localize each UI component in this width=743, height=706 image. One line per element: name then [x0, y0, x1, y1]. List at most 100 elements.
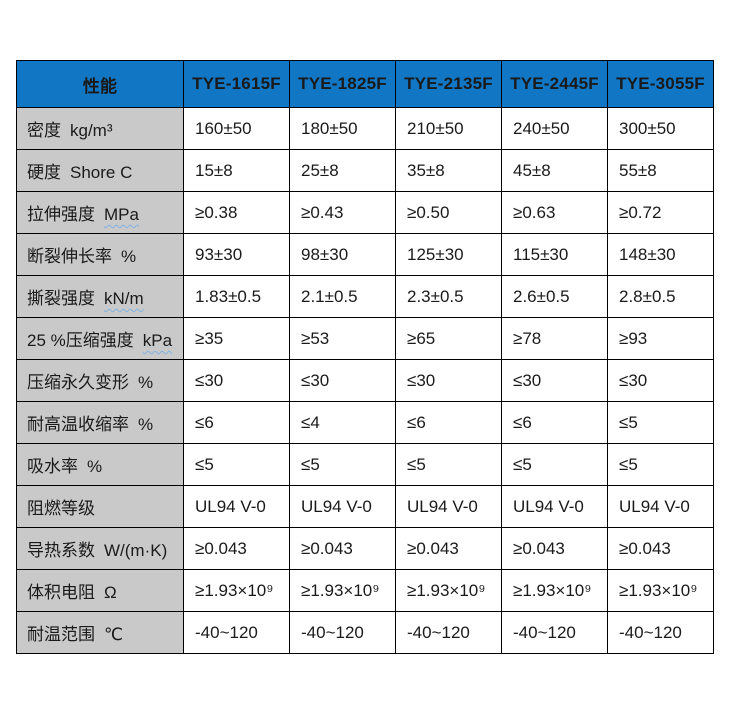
row-label: 阻燃等级: [27, 499, 95, 518]
value-cell: ≥78: [501, 317, 608, 360]
row-unit: kN/m: [104, 289, 144, 308]
value-cell: 2.3±0.5: [395, 275, 502, 318]
value-cell: 98±30: [289, 233, 396, 276]
row-label-cell: 拉伸强度 MPa: [16, 191, 184, 234]
value-cell: 35±8: [395, 149, 502, 192]
row-label-cell: 硬度 Shore C: [16, 149, 184, 192]
spec-table-header: 性能 TYE-1615F TYE-1825F TYE-2135F TYE-2445F T…: [16, 60, 714, 108]
table-row: 阻燃等级 UL94 V-0 UL94 V-0 UL94 V-0 UL94 V-0 UL9…: [16, 485, 714, 528]
row-unit: %: [138, 415, 154, 434]
value-cell: ≥0.043: [395, 527, 502, 570]
value-cell: 210±50: [395, 107, 502, 150]
row-unit: %: [138, 373, 154, 392]
value-cell: ≥0.043: [501, 527, 608, 570]
row-label: 压缩永久变形: [27, 373, 129, 392]
value-cell: 45±8: [501, 149, 608, 192]
value-cell: ≥0.63: [501, 191, 608, 234]
value-cell: 2.8±0.5: [607, 275, 714, 318]
row-label-cell: 25 %压缩强度 kPa: [16, 317, 184, 360]
value-cell: ≤5: [607, 401, 714, 444]
table-row: 撕裂强度 kN/m 1.83±0.5 2.1±0.5 2.3±0.5 2.6±0.5 2.…: [16, 275, 714, 318]
value-cell: ≥0.72: [607, 191, 714, 234]
value-cell: ≥1.93×10⁹: [501, 569, 608, 612]
value-cell: ≥0.043: [607, 527, 714, 570]
column-header-tye-3055f: TYE-3055F: [607, 60, 714, 108]
value-cell: 180±50: [289, 107, 396, 150]
row-label-cell: 断裂伸长率%: [16, 233, 184, 276]
value-cell: 125±30: [395, 233, 502, 276]
column-header-tye-2445f: TYE-2445F: [501, 60, 608, 108]
row-label-cell: 吸水率%: [16, 443, 184, 486]
row-label: 撕裂强度: [27, 289, 95, 308]
row-unit: kPa: [142, 331, 173, 350]
value-cell: ≥0.043: [183, 527, 290, 570]
value-cell: UL94 V-0: [607, 485, 714, 528]
column-header-tye-1615f: TYE-1615F: [183, 60, 290, 108]
property-header-cell: 性能: [16, 60, 184, 108]
table-row: 断裂伸长率% 93±30 98±30 125±30 115±30 148±30: [16, 233, 714, 276]
value-cell: ≤30: [501, 359, 608, 402]
value-cell: 55±8: [607, 149, 714, 192]
value-cell: ≥1.93×10⁹: [289, 569, 396, 612]
row-label-cell: 撕裂强度 kN/m: [16, 275, 184, 318]
value-cell: ≤30: [607, 359, 714, 402]
table-row: 密度 kg/m³ 160±50 180±50 210±50 240±50 300±50: [16, 107, 714, 150]
value-cell: ≤5: [607, 443, 714, 486]
row-unit: Ω: [104, 583, 117, 602]
row-label: 断裂伸长率: [27, 247, 112, 266]
row-label-cell: 密度 kg/m³: [16, 107, 184, 150]
table-row: 拉伸强度 MPa ≥0.38 ≥0.43 ≥0.50 ≥0.63 ≥0.72: [16, 191, 714, 234]
value-cell: ≤6: [501, 401, 608, 444]
row-label: 25 %压缩强度: [27, 331, 134, 350]
table-row: 耐温范围 ℃ -40~120 -40~120 -40~120 -40~120 -40~12…: [16, 611, 714, 654]
row-unit: ℃: [104, 625, 124, 644]
row-label: 耐温范围: [27, 625, 95, 644]
value-cell: 93±30: [183, 233, 290, 276]
value-cell: ≤5: [289, 443, 396, 486]
value-cell: ≤5: [501, 443, 608, 486]
value-cell: -40~120: [183, 611, 290, 654]
value-cell: ≥0.50: [395, 191, 502, 234]
table-row: 导热系数 W/(m·K) ≥0.043 ≥0.043 ≥0.043 ≥0.043 ≥0.0…: [16, 527, 714, 570]
value-cell: 15±8: [183, 149, 290, 192]
row-unit: W/(m·K): [104, 541, 168, 560]
value-cell: -40~120: [501, 611, 608, 654]
row-label-cell: 导热系数 W/(m·K): [16, 527, 184, 570]
table-row: 耐高温收缩率% ≤6 ≤4 ≤6 ≤6 ≤5: [16, 401, 714, 444]
row-label: 导热系数: [27, 541, 95, 560]
value-cell: 25±8: [289, 149, 396, 192]
value-cell: ≥35: [183, 317, 290, 360]
table-row: 硬度 Shore C 15±8 25±8 35±8 45±8 55±8: [16, 149, 714, 192]
value-cell: ≤6: [395, 401, 502, 444]
value-cell: 1.83±0.5: [183, 275, 290, 318]
value-cell: ≤30: [289, 359, 396, 402]
value-cell: 160±50: [183, 107, 290, 150]
value-cell: 2.1±0.5: [289, 275, 396, 318]
row-label: 密度: [27, 121, 61, 140]
value-cell: ≥0.043: [289, 527, 396, 570]
header-row: 性能 TYE-1615F TYE-1825F TYE-2135F TYE-2445F T…: [16, 60, 714, 108]
value-cell: UL94 V-0: [395, 485, 502, 528]
row-label-cell: 体积电阻 Ω: [16, 569, 184, 612]
value-cell: 115±30: [501, 233, 608, 276]
row-label: 吸水率: [27, 457, 78, 476]
value-cell: ≤30: [395, 359, 502, 402]
column-header-tye-1825f: TYE-1825F: [289, 60, 396, 108]
value-cell: 300±50: [607, 107, 714, 150]
value-cell: ≥1.93×10⁹: [607, 569, 714, 612]
table-row: 压缩永久变形% ≤30 ≤30 ≤30 ≤30 ≤30: [16, 359, 714, 402]
value-cell: UL94 V-0: [183, 485, 290, 528]
row-label-cell: 耐温范围 ℃: [16, 611, 184, 654]
value-cell: UL94 V-0: [289, 485, 396, 528]
row-unit: %: [121, 247, 137, 266]
row-label: 体积电阻: [27, 583, 95, 602]
value-cell: ≤6: [183, 401, 290, 444]
column-header-tye-2135f: TYE-2135F: [395, 60, 502, 108]
row-label-cell: 压缩永久变形%: [16, 359, 184, 402]
value-cell: ≤4: [289, 401, 396, 444]
table-row: 25 %压缩强度 kPa ≥35 ≥53 ≥65 ≥78 ≥93: [16, 317, 714, 360]
row-unit: kg/m³: [70, 121, 113, 140]
value-cell: ≥1.93×10⁹: [395, 569, 502, 612]
value-cell: -40~120: [395, 611, 502, 654]
